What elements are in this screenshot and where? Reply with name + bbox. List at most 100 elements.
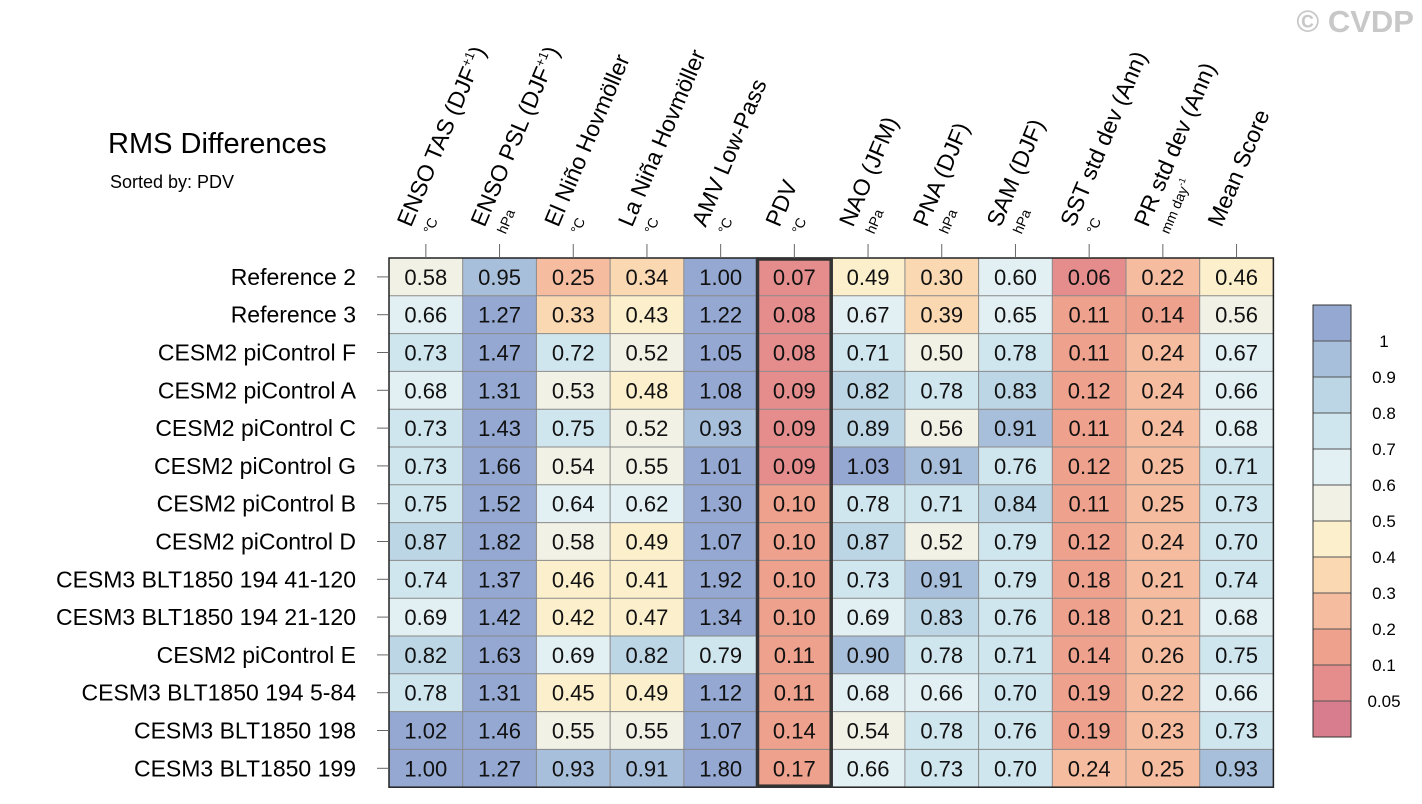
cell-cesm2-picontrol-e-la-ni-a-hovm-ller <box>610 636 684 674</box>
col-unit: hPa <box>862 207 887 236</box>
cell-value: 0.78 <box>920 719 963 744</box>
cell-value: 0.71 <box>847 341 890 366</box>
cell-cesm2-picontrol-c-pdv <box>757 409 832 447</box>
cell-value: 1.03 <box>847 454 890 479</box>
cell-value: 0.52 <box>920 530 963 555</box>
cell-cesm3-blt1850-194-5-84-amv-low-pass <box>683 673 758 712</box>
cell-cesm3-blt1850-199-la-ni-a-hovm-ller <box>610 749 684 788</box>
colorbar-label: 0.6 <box>1372 476 1396 495</box>
cell-cesm2-picontrol-f-enso-psl-djf <box>462 333 537 372</box>
cell-reference-3-nao-jfm <box>831 295 905 334</box>
cell-reference-3-pdv <box>757 295 832 334</box>
cell-cesm3-blt1850-194-5-84-pna-djf <box>904 673 979 712</box>
cell-value: 0.24 <box>1068 756 1111 781</box>
cell-value: 0.25 <box>1141 492 1184 517</box>
cell-cesm2-picontrol-b-sam-djf <box>978 484 1053 523</box>
cell-value: 1.05 <box>699 341 742 366</box>
cell-value: 0.71 <box>920 492 963 517</box>
cell-cesm3-blt1850-198-pdv <box>757 711 832 750</box>
col-label-text: SAM (DJF) <box>981 115 1049 230</box>
cell-cesm2-picontrol-g-enso-psl-djf <box>462 447 537 485</box>
col-label-pna-djf: PNA (DJF)hPa <box>907 119 974 236</box>
colorbar-swatch <box>1313 521 1351 557</box>
cell-value: 1.34 <box>699 605 742 630</box>
cell-cesm3-blt1850-194-41-120-sst-std-dev-ann <box>1052 560 1126 599</box>
cell-cesm3-blt1850-194-21-120-el-ni-o-hovm-ller <box>536 598 611 636</box>
cell-value: 1.42 <box>478 605 521 630</box>
cell-cesm2-picontrol-f-pna-djf <box>904 333 979 372</box>
cell-cesm3-blt1850-194-41-120-mean-score <box>1199 560 1274 599</box>
svg-text:hPa: hPa <box>1010 207 1035 236</box>
colorbar-label: 0.8 <box>1372 404 1396 423</box>
cell-cesm3-blt1850-198-nao-jfm <box>831 711 905 750</box>
cell-cesm2-picontrol-b-el-ni-o-hovm-ller <box>536 484 611 523</box>
cell-cesm2-picontrol-a-enso-tas-djf <box>389 371 463 410</box>
cell-value: 0.10 <box>773 567 816 592</box>
cell-cesm2-picontrol-c-la-ni-a-hovm-ller <box>610 409 684 447</box>
cell-cesm2-picontrol-c-enso-tas-djf <box>389 409 463 447</box>
cell-value: 0.73 <box>847 567 890 592</box>
cell-cesm2-picontrol-b-enso-psl-djf <box>462 484 537 523</box>
cell-cesm2-picontrol-e-mean-score <box>1199 636 1274 674</box>
cell-value: 0.24 <box>1141 378 1184 403</box>
cell-value: 0.65 <box>994 303 1037 328</box>
cell-cesm3-blt1850-199-pr-std-dev-ann <box>1126 749 1200 788</box>
cell-value: 0.87 <box>847 530 890 555</box>
cell-value: 0.67 <box>1215 341 1258 366</box>
cell-cesm3-blt1850-194-5-84-la-ni-a-hovm-ller <box>610 673 684 712</box>
cell-cesm2-picontrol-e-amv-low-pass <box>683 636 758 674</box>
col-label-text: AMV Low-Pass <box>686 75 771 230</box>
cell-cesm2-picontrol-e-pna-djf <box>904 636 979 674</box>
cell-cesm2-picontrol-b-sst-std-dev-ann <box>1052 484 1126 523</box>
cell-reference-2-sam-djf <box>978 258 1053 296</box>
cell-value: 0.10 <box>773 605 816 630</box>
cell-value: 0.25 <box>1141 756 1184 781</box>
col-unit: °C <box>641 215 662 236</box>
cell-cesm2-picontrol-f-enso-tas-djf <box>389 333 463 372</box>
cell-cesm2-picontrol-c-enso-psl-djf <box>462 409 537 447</box>
cell-cesm2-picontrol-f-pdv <box>757 333 832 372</box>
cell-cesm2-picontrol-e-sam-djf <box>978 636 1053 674</box>
cell-value: 1.00 <box>699 265 742 290</box>
cell-cesm2-picontrol-g-pdv <box>757 447 832 485</box>
cell-value: 0.69 <box>847 605 890 630</box>
cell-cesm3-blt1850-194-21-120-mean-score <box>1199 598 1274 636</box>
row-label-cesm2-picontrol-f: CESM2 piControl F <box>158 340 356 366</box>
cell-value: 0.49 <box>626 681 669 706</box>
cell-value: 0.60 <box>994 265 1037 290</box>
cell-cesm2-picontrol-b-nao-jfm <box>831 484 905 523</box>
cell-reference-2-pdv <box>757 258 832 296</box>
cell-value: 0.66 <box>1215 681 1258 706</box>
cell-cesm2-picontrol-c-sam-djf <box>978 409 1053 447</box>
col-unit: hPa <box>1010 207 1035 236</box>
cell-cesm3-blt1850-194-41-120-sam-djf <box>978 560 1053 599</box>
cell-value: 0.22 <box>1141 681 1184 706</box>
cell-value: 0.49 <box>847 265 890 290</box>
cell-reference-2-sst-std-dev-ann <box>1052 258 1126 296</box>
cell-value: 1.08 <box>699 378 742 403</box>
cell-cesm2-picontrol-a-nao-jfm <box>831 371 905 410</box>
svg-text:°C: °C <box>641 215 662 236</box>
cell-value: 0.89 <box>847 416 890 441</box>
col-label-text: PNA (DJF) <box>907 119 974 230</box>
cell-value: 1.22 <box>699 303 742 328</box>
cell-value: 0.46 <box>1215 265 1258 290</box>
cell-cesm2-picontrol-f-la-ni-a-hovm-ller <box>610 333 684 372</box>
cell-value: 0.78 <box>404 681 447 706</box>
cell-cesm2-picontrol-e-enso-psl-djf <box>462 636 537 674</box>
colorbar-swatch <box>1313 377 1351 413</box>
cell-cesm2-picontrol-e-el-ni-o-hovm-ller <box>536 636 611 674</box>
cell-value: 0.11 <box>774 681 815 706</box>
col-unit: °C <box>567 215 588 236</box>
colorbar-swatch <box>1313 701 1351 737</box>
cell-value: 0.76 <box>994 719 1037 744</box>
cell-reference-2-el-ni-o-hovm-ller <box>536 258 611 296</box>
cell-cesm2-picontrol-f-sam-djf <box>978 333 1053 372</box>
cell-value: 0.49 <box>626 530 669 555</box>
cell-value: 0.55 <box>626 719 669 744</box>
cell-cesm2-picontrol-a-sst-std-dev-ann <box>1052 371 1126 410</box>
row-label-cesm2-picontrol-c: CESM2 piControl C <box>155 415 356 441</box>
cell-value: 0.93 <box>552 756 595 781</box>
cell-value: 0.68 <box>1215 605 1258 630</box>
